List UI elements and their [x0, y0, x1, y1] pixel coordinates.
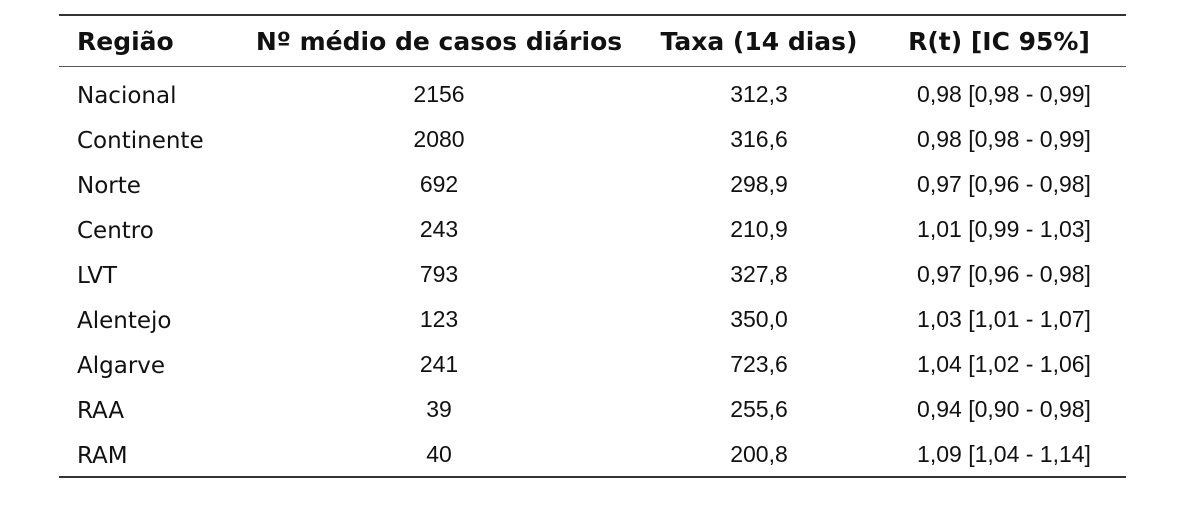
cell-rt: 1,03 [1,01 - 1,07]	[917, 306, 1091, 332]
table-row: Alentejo 123 350,0 1,03 [1,01 - 1,07]	[59, 296, 1126, 341]
cell-taxa: 200,8	[730, 441, 788, 467]
table-row: Algarve 241 723,6 1,04 [1,02 - 1,06]	[59, 341, 1126, 386]
cell-regiao: Centro	[77, 217, 154, 244]
cell-regiao: Norte	[77, 172, 141, 199]
data-table: Região Nº médio de casos diários Taxa (1…	[59, 14, 1126, 478]
cell-taxa: 312,3	[730, 81, 788, 107]
table-row: LVT 793 327,8 0,97 [0,96 - 0,98]	[59, 251, 1126, 296]
cell-taxa: 210,9	[730, 216, 788, 242]
cell-taxa: 327,8	[730, 261, 788, 287]
cell-rt: 0,98 [0,98 - 0,99]	[917, 126, 1091, 152]
cell-taxa: 316,6	[730, 126, 788, 152]
table-header-row: Região Nº médio de casos diários Taxa (1…	[59, 16, 1126, 66]
cell-regiao: LVT	[77, 262, 118, 289]
table-row: Norte 692 298,9 0,97 [0,96 - 0,98]	[59, 161, 1126, 206]
cell-casos: 2156	[413, 81, 465, 107]
cell-casos: 123	[419, 306, 459, 332]
cell-rt: 0,97 [0,96 - 0,98]	[917, 261, 1091, 287]
cell-rt: 1,09 [1,04 - 1,14]	[917, 441, 1091, 467]
cell-casos: 39	[426, 396, 452, 422]
table-header-rule	[59, 66, 1126, 67]
cell-rt: 1,01 [0,99 - 1,03]	[917, 216, 1091, 242]
cell-rt: 0,97 [0,96 - 0,98]	[917, 171, 1091, 197]
cell-rt: 0,94 [0,90 - 0,98]	[917, 396, 1091, 422]
cell-taxa: 350,0	[730, 306, 788, 332]
cell-taxa: 723,6	[730, 351, 788, 377]
cell-regiao: Continente	[77, 127, 204, 154]
header-casos: Nº médio de casos diários	[255, 26, 623, 56]
cell-taxa: 255,6	[730, 396, 788, 422]
cell-regiao: Alentejo	[77, 307, 172, 334]
cell-casos: 241	[419, 351, 459, 377]
cell-casos: 40	[426, 441, 452, 467]
cell-casos: 692	[419, 171, 459, 197]
table-row: RAM 40 200,8 1,09 [1,04 - 1,14]	[59, 431, 1126, 476]
table-row: Nacional 2156 312,3 0,98 [0,98 - 0,99]	[59, 71, 1126, 116]
table-row: Continente 2080 316,6 0,98 [0,98 - 0,99]	[59, 116, 1126, 161]
header-regiao: Região	[77, 26, 174, 56]
cell-regiao: Nacional	[77, 82, 177, 109]
cell-rt: 1,04 [1,02 - 1,06]	[917, 351, 1091, 377]
header-rt: R(t) [IC 95%]	[908, 26, 1090, 56]
header-taxa: Taxa (14 dias)	[660, 26, 858, 56]
cell-casos: 793	[419, 261, 459, 287]
cell-taxa: 298,9	[730, 171, 788, 197]
table-bottom-rule	[59, 476, 1126, 478]
cell-casos: 243	[419, 216, 459, 242]
cell-regiao: RAA	[77, 397, 125, 424]
cell-regiao: RAM	[77, 442, 128, 469]
table-row: Centro 243 210,9 1,01 [0,99 - 1,03]	[59, 206, 1126, 251]
table-top-rule	[59, 14, 1126, 16]
cell-regiao: Algarve	[77, 352, 166, 379]
cell-casos: 2080	[413, 126, 465, 152]
cell-rt: 0,98 [0,98 - 0,99]	[917, 81, 1091, 107]
table-row: RAA 39 255,6 0,94 [0,90 - 0,98]	[59, 386, 1126, 431]
